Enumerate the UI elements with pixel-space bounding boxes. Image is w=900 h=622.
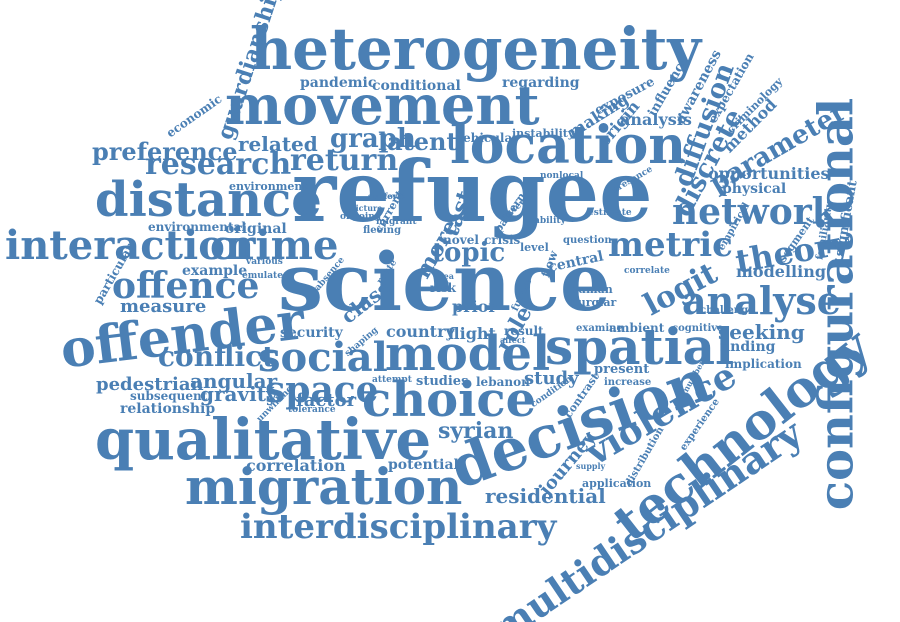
- word-seeking: seeking: [718, 320, 805, 344]
- word-return: return: [290, 143, 399, 178]
- word-example: example: [182, 263, 248, 279]
- word-estimate: estimate: [588, 208, 632, 218]
- word-analyse: analyse: [682, 278, 841, 323]
- word-qualitative: qualitative: [95, 407, 432, 473]
- word-human: human: [570, 283, 613, 296]
- word-modelling: modelling: [736, 262, 827, 281]
- word-refugee: refugee: [292, 142, 653, 241]
- word-science: science: [278, 235, 611, 329]
- word-nonlocal: nonlocal: [540, 171, 584, 181]
- word-physical: physical: [722, 181, 787, 197]
- word-level: level: [520, 241, 549, 254]
- word-emulate: emulate: [242, 271, 283, 281]
- word-model: model: [385, 326, 551, 382]
- word-migration: migration: [185, 457, 463, 516]
- word-prior: prior: [452, 297, 497, 316]
- word-flight: flight: [448, 324, 496, 343]
- word-application: application: [582, 477, 652, 490]
- word-gravity: gravity: [200, 382, 278, 406]
- word-study: study: [524, 368, 579, 389]
- word-interdisciplinary: interdisciplinary: [240, 507, 557, 547]
- word-ongoing: ongoing: [340, 212, 382, 222]
- word-regarding: regarding: [502, 75, 580, 91]
- word-distance: distance: [95, 172, 322, 228]
- word-conflict: conflict: [158, 340, 276, 373]
- word-idea: idea: [435, 271, 454, 281]
- word-spatial: spatial: [545, 317, 734, 376]
- word-question: question: [563, 235, 612, 246]
- word-original: original: [225, 221, 287, 237]
- word-cognitive: cognitive: [672, 323, 724, 334]
- word-novel: novel: [443, 233, 479, 247]
- word-fleeing: fleeing: [363, 225, 402, 236]
- word-environmental: environmental: [148, 220, 246, 234]
- word-conditional: conditional: [372, 78, 461, 94]
- word-crime: crime: [210, 222, 339, 269]
- word-finding: finding: [720, 339, 776, 355]
- word-choice: choice: [362, 372, 537, 428]
- word-interaction: interaction: [5, 222, 254, 269]
- word-implication: implication: [725, 357, 802, 371]
- word-examine: examine: [576, 323, 623, 334]
- word-syrian: syrian: [438, 418, 514, 444]
- word-survey: survey: [368, 191, 397, 201]
- word-challenge: challenge: [700, 305, 755, 316]
- word-related: related: [238, 132, 318, 156]
- word-security: security: [280, 325, 343, 341]
- word-pandemic: pandemic: [300, 75, 377, 91]
- word-correlation: correlation: [246, 456, 346, 475]
- word-affect: affect: [500, 335, 526, 345]
- word-research: research: [145, 147, 292, 182]
- word-country: country: [386, 322, 455, 341]
- word-latent: latent: [378, 127, 458, 156]
- word-residential: residential: [485, 484, 606, 508]
- word-crisis: crisis: [484, 233, 521, 247]
- word-attempt: attempt: [372, 375, 412, 385]
- word-location: location: [450, 115, 687, 176]
- word-space: space: [265, 369, 379, 411]
- word-various: various: [246, 257, 283, 267]
- word-relationship: relationship: [120, 401, 216, 417]
- word-burglar: burglar: [570, 296, 617, 309]
- word-tolerance: tolerance: [288, 405, 336, 415]
- word-preference: preference: [92, 137, 238, 166]
- word-factor: factor: [296, 390, 357, 411]
- word-instability: instability: [512, 127, 575, 140]
- word-risk: risk: [430, 281, 456, 295]
- word-studies: studies: [416, 374, 469, 389]
- word-potential: potential: [388, 457, 459, 473]
- word-social: social: [258, 334, 388, 381]
- word-subsequent: subsequent: [130, 389, 208, 403]
- word-measure: measure: [120, 296, 207, 317]
- word-network: network: [672, 191, 837, 233]
- word-heterogeneity: heterogeneity: [250, 15, 702, 83]
- word-graph: graph: [330, 124, 416, 154]
- word-movement: movement: [225, 73, 540, 137]
- word-migrant: migrant: [376, 217, 417, 227]
- word-correlate: correlate: [624, 266, 670, 276]
- word-present: present: [594, 362, 650, 377]
- word-pedestrian: pedestrian: [96, 374, 204, 395]
- word-metric: metric: [608, 225, 733, 265]
- word-form: form: [384, 191, 406, 201]
- word-opportunities: opportunities: [708, 164, 830, 183]
- word-lebanon: lebanon: [476, 375, 530, 389]
- word-ambient: ambient: [609, 321, 665, 335]
- word-angular: angular: [190, 369, 278, 393]
- word-offence: offence: [112, 265, 260, 307]
- word-supply: supply: [576, 461, 606, 471]
- word-vehicular: vehicular: [456, 131, 519, 145]
- word-analysis: analysis: [620, 110, 692, 129]
- word-increase: increase: [604, 377, 652, 388]
- word-environment: environment: [229, 180, 308, 193]
- word-topic: topic: [432, 238, 506, 268]
- word-ability: ability: [534, 216, 566, 226]
- word-result: result: [504, 324, 544, 338]
- word-picture: picture: [350, 203, 383, 213]
